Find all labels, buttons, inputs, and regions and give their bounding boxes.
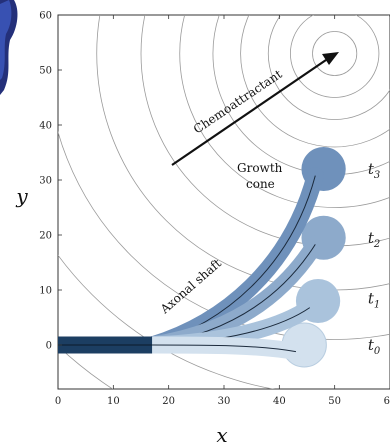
axis-ticks: 0 10 20 30 40 50 60 0 10 20 30 40 50 60 — [39, 11, 390, 407]
axons — [58, 167, 324, 361]
y-tick-label: 20 — [39, 231, 52, 242]
x-tick-label: 0 — [55, 396, 61, 407]
contour-circle — [290, 15, 380, 98]
growth-cone-label-line2: cone — [246, 177, 275, 191]
x-tick-label: 20 — [162, 396, 175, 407]
contour-circle — [179, 15, 390, 208]
axon-centerline — [152, 344, 297, 353]
stage-label: t1 — [368, 289, 380, 310]
y-tick-label: 40 — [39, 121, 52, 132]
x-tick-label: 50 — [328, 396, 341, 407]
contour-circle — [58, 130, 390, 340]
stage-label: t2 — [368, 229, 380, 250]
time-stage-labels: t0 t1 t2 t3 — [368, 160, 381, 357]
stage-label: t3 — [368, 160, 380, 181]
x-tick-label: 30 — [218, 396, 231, 407]
y-tick-label: 10 — [39, 286, 52, 297]
stage-label: t0 — [368, 336, 381, 357]
x-tick-label: 10 — [107, 396, 120, 407]
y-tick-label: 30 — [39, 176, 52, 187]
y-tick-label: 0 — [46, 341, 52, 352]
y-tick-label: 50 — [39, 66, 52, 77]
x-tick-label: 40 — [273, 396, 286, 407]
y-tick-label: 60 — [39, 11, 52, 22]
x-tick-label: 60 — [384, 396, 390, 407]
cropped-image-fragment-highlight — [0, 0, 12, 80]
gradient-arrow — [171, 52, 339, 166]
x-axis-label: x — [216, 423, 227, 447]
contour-circle — [312, 31, 358, 76]
contour-circle — [240, 15, 390, 148]
growth-cone-label-line1: Growth — [237, 161, 283, 175]
contour-circle — [267, 15, 390, 120]
y-axis-label: y — [15, 184, 28, 208]
